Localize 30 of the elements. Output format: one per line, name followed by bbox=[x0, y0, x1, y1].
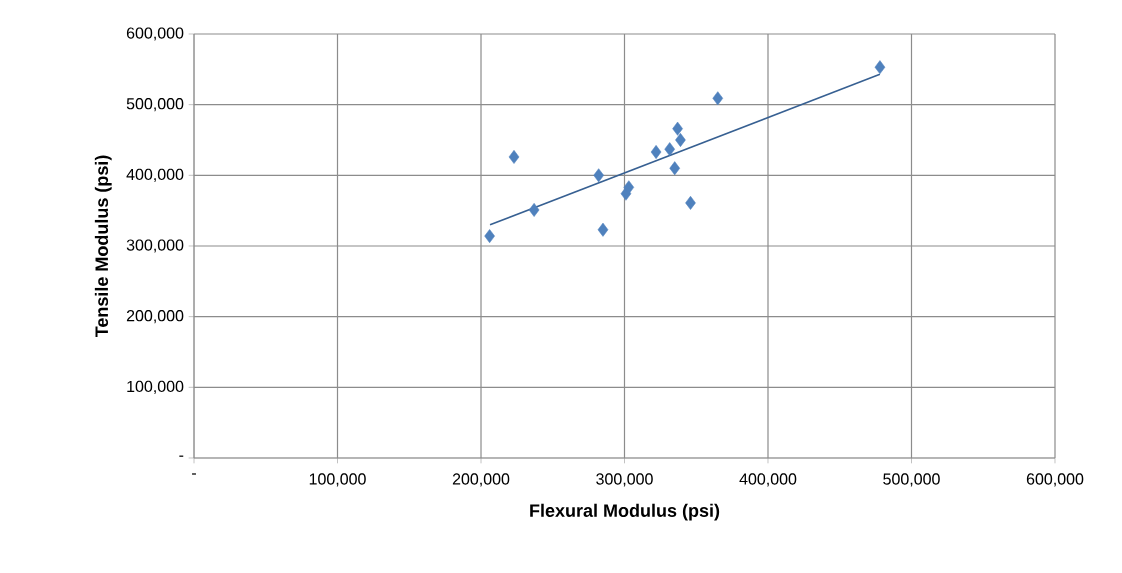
y-tick-label: 100,000 bbox=[127, 380, 184, 394]
y-tick-label: - bbox=[179, 455, 184, 457]
point bbox=[712, 91, 724, 106]
y-tick-label: 300,000 bbox=[126, 239, 184, 253]
point bbox=[664, 142, 675, 157]
point bbox=[874, 60, 886, 75]
point bbox=[484, 229, 495, 244]
y-tick-label: 500,000 bbox=[126, 98, 184, 112]
point bbox=[528, 203, 540, 217]
x-tick-label: 300,000 bbox=[596, 473, 653, 487]
y-axis-title: Tensile Modulus (psi) bbox=[94, 155, 112, 338]
y-tick-label: 200,000 bbox=[126, 310, 184, 324]
point bbox=[685, 195, 696, 210]
point bbox=[675, 133, 686, 147]
x-tick-label: 600,000 bbox=[1026, 473, 1084, 487]
x-tick-label: 100,000 bbox=[309, 473, 366, 487]
point bbox=[672, 121, 683, 136]
point bbox=[650, 145, 662, 159]
point bbox=[669, 161, 680, 176]
y-tick-label: 600,000 bbox=[126, 27, 184, 41]
x-tick-label: 200,000 bbox=[452, 473, 510, 487]
x-tick-label: - bbox=[192, 473, 196, 475]
point bbox=[508, 150, 520, 164]
point bbox=[597, 222, 609, 237]
x-axis-title: Flexural Modulus (psi) bbox=[530, 503, 720, 521]
point bbox=[623, 180, 635, 195]
x-tick-label: 500,000 bbox=[883, 473, 940, 487]
y-tick-label: 400,000 bbox=[126, 168, 184, 182]
x-tick-label: 400,000 bbox=[739, 473, 797, 487]
point bbox=[593, 168, 604, 183]
